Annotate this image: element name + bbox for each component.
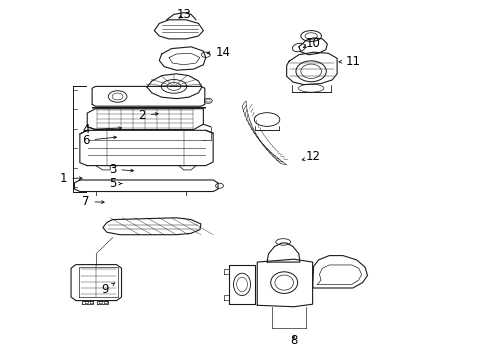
Text: 6: 6 <box>82 134 117 147</box>
Text: 4: 4 <box>82 123 122 136</box>
Text: 1: 1 <box>60 172 82 185</box>
Text: 8: 8 <box>290 334 298 347</box>
Text: 3: 3 <box>109 163 134 176</box>
Text: 7: 7 <box>82 195 104 208</box>
Text: 5: 5 <box>109 177 122 190</box>
Text: 10: 10 <box>303 37 321 50</box>
Text: 11: 11 <box>339 55 360 68</box>
Text: 13: 13 <box>176 8 191 21</box>
Text: 12: 12 <box>302 150 321 163</box>
Text: 9: 9 <box>101 283 115 296</box>
Text: 14: 14 <box>207 46 230 59</box>
Text: 2: 2 <box>138 109 158 122</box>
